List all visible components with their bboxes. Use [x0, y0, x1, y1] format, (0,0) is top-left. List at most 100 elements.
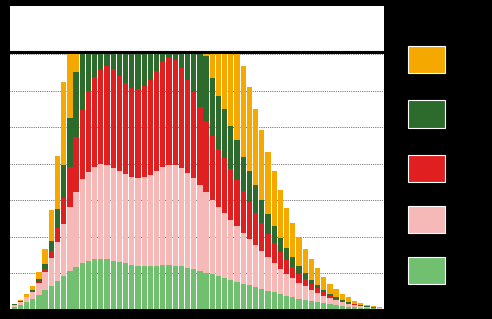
- Bar: [234, 180, 240, 226]
- Bar: [290, 278, 295, 297]
- Bar: [55, 209, 60, 228]
- Bar: [191, 178, 196, 269]
- Bar: [278, 238, 283, 252]
- Bar: [234, 45, 240, 140]
- Bar: [346, 304, 351, 307]
- Bar: [123, 263, 128, 309]
- Bar: [123, 0, 128, 83]
- Bar: [247, 286, 252, 309]
- Bar: [123, 174, 128, 263]
- Bar: [216, 149, 221, 207]
- Bar: [11, 307, 17, 309]
- Bar: [129, 88, 134, 177]
- Bar: [228, 27, 234, 126]
- Bar: [73, 137, 79, 192]
- Bar: [129, 265, 134, 309]
- Bar: [303, 273, 308, 279]
- Bar: [104, 66, 110, 165]
- Bar: [135, 0, 141, 89]
- Bar: [284, 273, 289, 296]
- Bar: [222, 159, 227, 213]
- Bar: [197, 185, 203, 271]
- Bar: [216, 96, 221, 149]
- Bar: [154, 70, 159, 171]
- Bar: [352, 304, 357, 305]
- Bar: [30, 299, 35, 309]
- Bar: [80, 0, 85, 30]
- Bar: [339, 294, 345, 300]
- Bar: [86, 261, 91, 309]
- Bar: [259, 200, 264, 223]
- Bar: [296, 299, 302, 309]
- Bar: [148, 0, 153, 80]
- Bar: [30, 290, 35, 291]
- Bar: [296, 237, 302, 266]
- Bar: [234, 226, 240, 282]
- Bar: [204, 192, 209, 273]
- Bar: [98, 259, 103, 309]
- Bar: [272, 226, 277, 243]
- Bar: [49, 241, 54, 251]
- Bar: [30, 291, 35, 292]
- Bar: [346, 302, 351, 303]
- Bar: [272, 171, 277, 226]
- Bar: [321, 293, 326, 296]
- Bar: [30, 292, 35, 299]
- Bar: [204, 273, 209, 309]
- Bar: [296, 283, 302, 299]
- Bar: [265, 257, 271, 291]
- Bar: [247, 87, 252, 171]
- Bar: [148, 80, 153, 175]
- Bar: [308, 290, 314, 301]
- Bar: [42, 272, 48, 291]
- Bar: [346, 297, 351, 302]
- Bar: [179, 68, 184, 168]
- Bar: [191, 269, 196, 309]
- Bar: [358, 306, 364, 308]
- Bar: [290, 223, 295, 257]
- Bar: [308, 259, 314, 279]
- Bar: [123, 83, 128, 174]
- Bar: [247, 202, 252, 239]
- Bar: [92, 77, 97, 167]
- Bar: [308, 284, 314, 290]
- Bar: [308, 279, 314, 284]
- Bar: [92, 0, 97, 77]
- Bar: [36, 279, 41, 282]
- Bar: [339, 302, 345, 306]
- Bar: [259, 130, 264, 200]
- Bar: [253, 245, 258, 287]
- Bar: [265, 291, 271, 309]
- Bar: [160, 0, 165, 61]
- Bar: [377, 308, 382, 309]
- Bar: [259, 223, 264, 251]
- Bar: [67, 167, 72, 207]
- Bar: [241, 284, 246, 309]
- Bar: [42, 291, 48, 309]
- Bar: [352, 300, 357, 304]
- Bar: [303, 279, 308, 286]
- Bar: [142, 85, 147, 177]
- Bar: [315, 285, 320, 288]
- Bar: [241, 157, 246, 191]
- Bar: [228, 280, 234, 309]
- Bar: [247, 171, 252, 202]
- Bar: [80, 179, 85, 263]
- Bar: [73, 0, 79, 72]
- Bar: [216, 207, 221, 276]
- Bar: [303, 249, 308, 273]
- Bar: [278, 294, 283, 309]
- Bar: [296, 266, 302, 273]
- Bar: [36, 295, 41, 309]
- Bar: [179, 0, 184, 68]
- Bar: [191, 0, 196, 8]
- Bar: [278, 269, 283, 294]
- Bar: [315, 302, 320, 309]
- Bar: [278, 190, 283, 238]
- Bar: [216, 276, 221, 309]
- Bar: [61, 198, 66, 225]
- Bar: [210, 274, 215, 309]
- Bar: [111, 261, 116, 309]
- Bar: [80, 263, 85, 309]
- Bar: [377, 307, 382, 308]
